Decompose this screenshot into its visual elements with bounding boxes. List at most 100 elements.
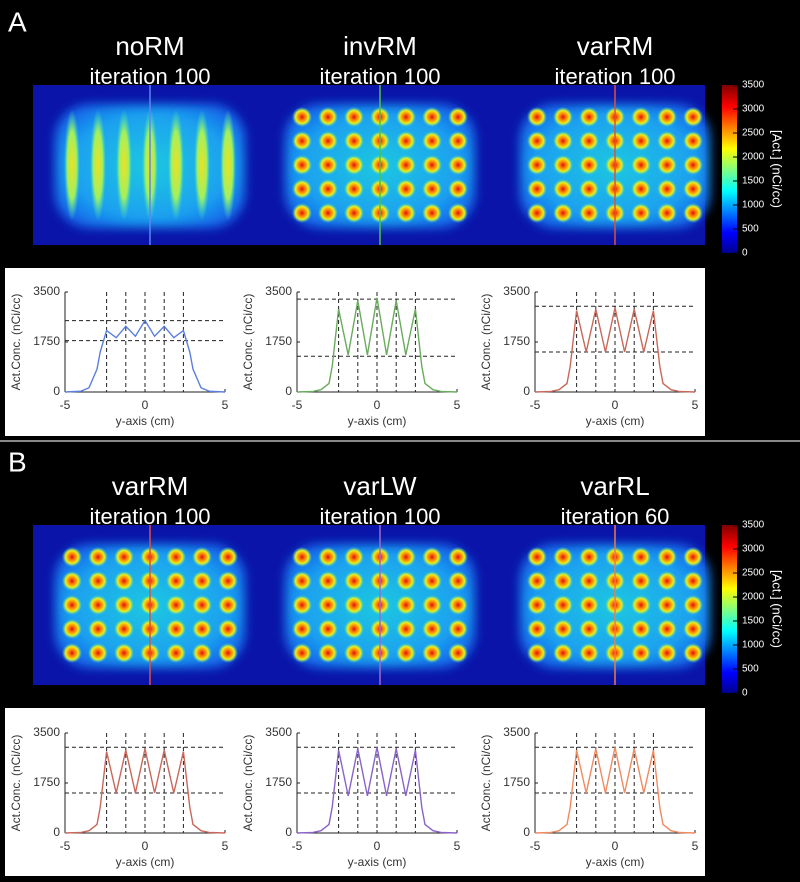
activity-spot	[448, 179, 468, 199]
activity-spot	[631, 571, 651, 591]
activity-spot	[318, 643, 338, 663]
activity-spot	[396, 547, 416, 567]
colorbar-tick-label: 2000	[742, 152, 765, 163]
colorbar-tick-label: 1000	[742, 640, 765, 651]
colorbar-tick-label: 3500	[742, 520, 765, 531]
activity-spot	[318, 547, 338, 567]
y-tick-label: 1750	[33, 334, 60, 348]
activity-spot	[292, 595, 312, 615]
colorbar-tick-label: 1500	[742, 176, 765, 187]
activity-spot	[631, 107, 651, 127]
x-axis-label: y-axis (cm)	[348, 855, 407, 869]
x-tick-label: 0	[374, 839, 381, 853]
x-tick-label: 0	[374, 398, 381, 412]
x-tick-label: 5	[692, 839, 699, 853]
activity-spot	[553, 107, 573, 127]
y-tick-label: 3500	[33, 725, 60, 739]
y-tick-label: 0	[523, 825, 530, 839]
activity-spot	[292, 643, 312, 663]
activity-spot	[292, 571, 312, 591]
activity-streak	[64, 109, 80, 221]
activity-streak	[194, 109, 210, 221]
y-tick-label: 3500	[503, 284, 530, 298]
activity-spot	[318, 595, 338, 615]
activity-spot	[631, 619, 651, 639]
colorbar	[722, 525, 737, 693]
activity-streak	[220, 109, 236, 221]
y-axis-label: Act.Conc. (nCi/cc)	[479, 735, 493, 832]
x-tick-label: 0	[612, 839, 619, 853]
activity-spot	[292, 619, 312, 639]
activity-spot	[166, 595, 186, 615]
activity-spot	[166, 619, 186, 639]
x-tick-label: 0	[612, 398, 619, 412]
activity-spot	[579, 619, 599, 639]
profile-curve	[534, 307, 696, 393]
activity-spot	[683, 547, 703, 567]
x-tick-label: -5	[530, 839, 541, 853]
plot-box	[5, 268, 705, 436]
profile-curve	[534, 747, 696, 834]
activity-spot	[88, 547, 108, 567]
panel-label: A	[8, 6, 27, 37]
activity-spot	[683, 155, 703, 175]
colorbar-tick-label: 0	[742, 248, 748, 259]
activity-spot	[631, 131, 651, 151]
activity-spot	[448, 107, 468, 127]
activity-spot	[657, 131, 677, 151]
activity-spot	[631, 203, 651, 223]
y-tick-label: 1750	[33, 775, 60, 789]
activity-spot	[683, 571, 703, 591]
activity-spot	[192, 571, 212, 591]
activity-spot	[527, 203, 547, 223]
activity-spot	[657, 571, 677, 591]
activity-spot	[422, 155, 442, 175]
activity-spot	[344, 203, 364, 223]
map-subtitle: iteration 100	[89, 64, 210, 89]
activity-spot	[657, 107, 677, 127]
activity-spot	[422, 571, 442, 591]
x-axis-label: y-axis (cm)	[586, 855, 645, 869]
activity-spot	[631, 643, 651, 663]
y-tick-label: 0	[53, 384, 60, 398]
activity-spot	[192, 547, 212, 567]
activity-spot	[683, 203, 703, 223]
map-subtitle: iteration 100	[89, 504, 210, 529]
activity-streak	[90, 109, 106, 221]
activity-spot	[62, 595, 82, 615]
activity-spot	[88, 571, 108, 591]
plot-box	[5, 708, 705, 876]
activity-spot	[318, 571, 338, 591]
activity-spot	[683, 619, 703, 639]
activity-spot	[448, 131, 468, 151]
activity-spot	[218, 571, 238, 591]
map-title: noRM	[115, 31, 184, 61]
activity-spot	[553, 643, 573, 663]
x-tick-label: -5	[60, 398, 71, 412]
colorbar-tick-label: 500	[742, 664, 759, 675]
activity-spot	[192, 619, 212, 639]
activity-spot	[553, 203, 573, 223]
x-tick-label: -5	[60, 839, 71, 853]
activity-spot	[683, 643, 703, 663]
y-tick-label: 0	[285, 384, 292, 398]
activity-spot	[114, 571, 134, 591]
x-axis-label: y-axis (cm)	[348, 414, 407, 428]
colorbar	[722, 85, 737, 253]
map-title: varRL	[580, 471, 649, 501]
activity-spot	[448, 571, 468, 591]
activity-spot	[448, 595, 468, 615]
activity-spot	[318, 179, 338, 199]
colorbar-tick-label: 2500	[742, 568, 765, 579]
activity-spot	[553, 155, 573, 175]
activity-spot	[62, 619, 82, 639]
colorbar-tick-label: 500	[742, 224, 759, 235]
activity-spot	[657, 155, 677, 175]
activity-spot	[292, 203, 312, 223]
activity-spot	[631, 547, 651, 567]
activity-spot	[579, 203, 599, 223]
activity-spot	[88, 643, 108, 663]
activity-spot	[318, 107, 338, 127]
y-tick-label: 0	[53, 825, 60, 839]
